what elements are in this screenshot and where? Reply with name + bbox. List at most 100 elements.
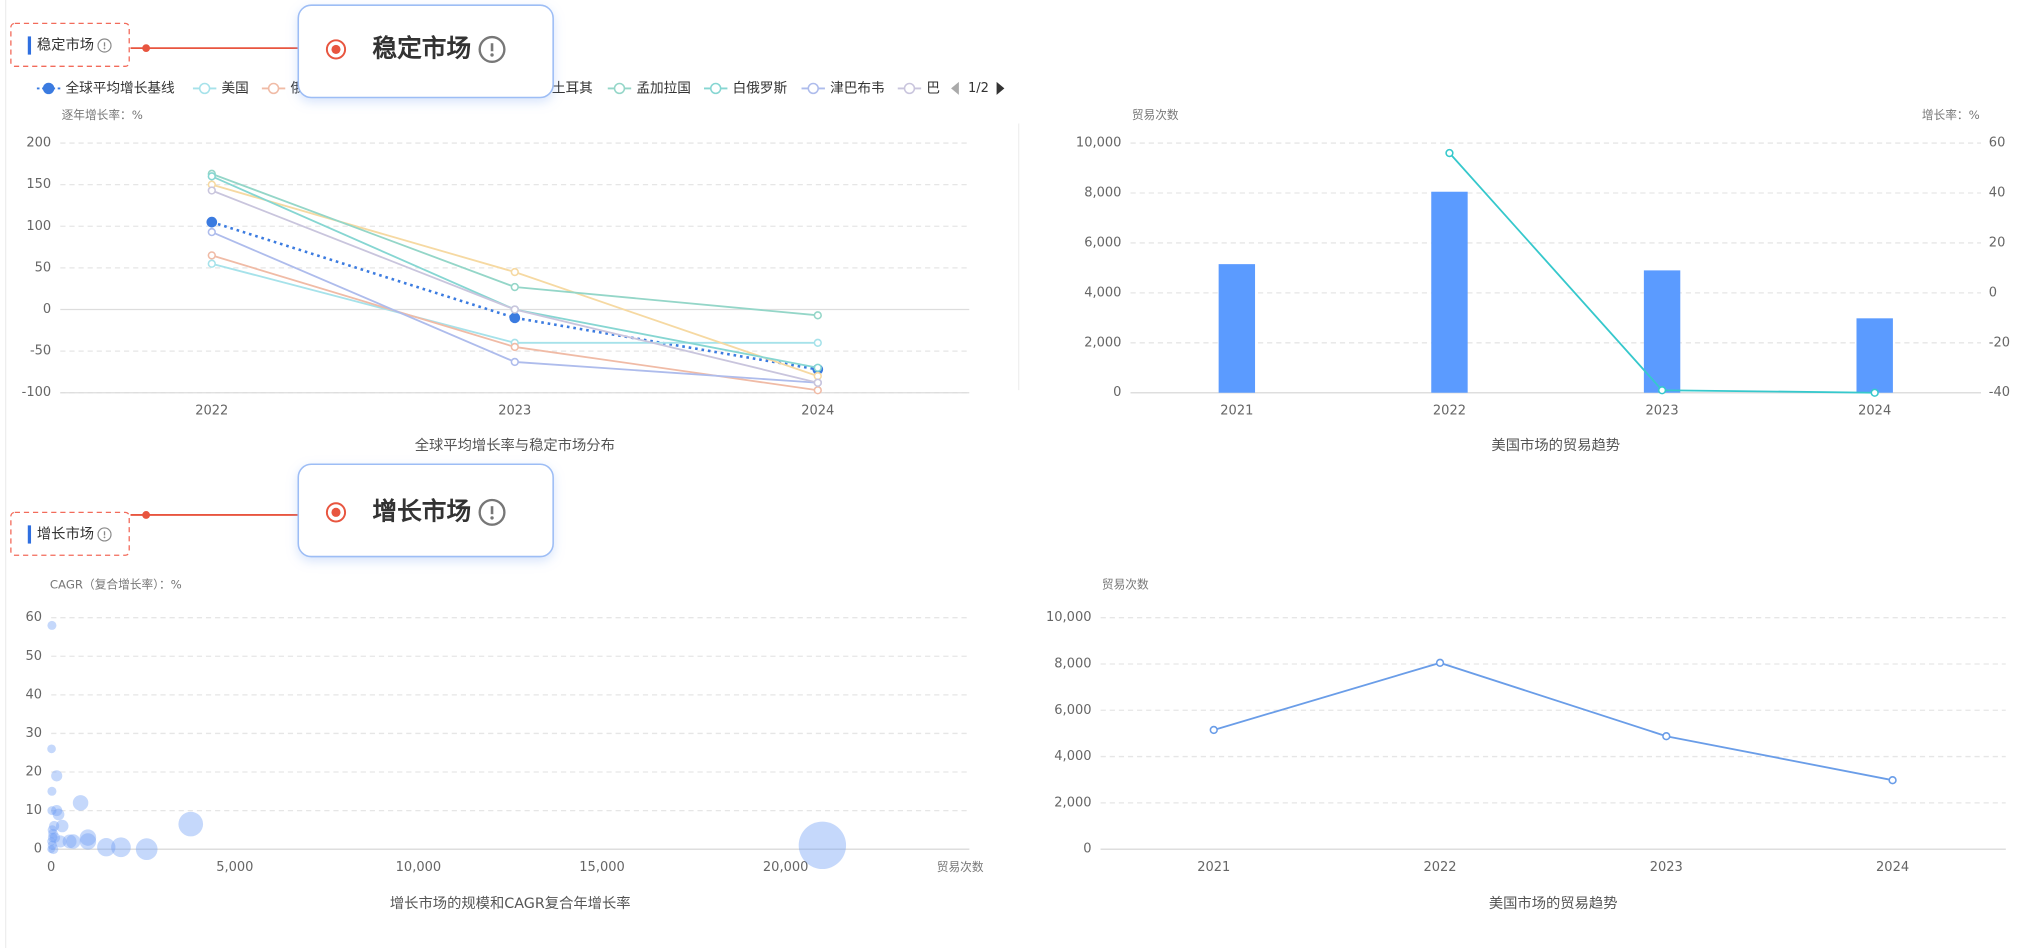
- info-icon-dot: [490, 53, 494, 57]
- y-axis-name: 贸易次数: [1132, 108, 1179, 122]
- y-tick-label: 150: [26, 177, 51, 192]
- x-tick-label: 2023: [1650, 860, 1683, 875]
- bubble: [55, 819, 69, 833]
- point: [813, 378, 822, 387]
- point: [207, 172, 216, 181]
- y2-axis-name: 增长率：%: [1922, 108, 1980, 122]
- legend-label[interactable]: 巴: [926, 80, 940, 96]
- bubble: [47, 840, 57, 850]
- y-tick-label: 4,000: [1054, 749, 1091, 764]
- legend-marker: [613, 82, 626, 95]
- bubble: [49, 832, 61, 843]
- point: [1870, 388, 1879, 397]
- point: [510, 305, 519, 314]
- point: [813, 386, 822, 395]
- bubble: [47, 837, 56, 846]
- x-tick-label: 2023: [1646, 403, 1679, 418]
- legend-label[interactable]: 白俄罗斯: [733, 80, 788, 96]
- bubble: [54, 835, 67, 848]
- y-tick-label: 100: [26, 219, 51, 234]
- y-axis-name: 贸易次数: [1102, 578, 1149, 592]
- legend-label[interactable]: 土耳其: [552, 80, 593, 96]
- x-tick-label: 5,000: [216, 860, 253, 875]
- y-tick-label: 10: [26, 803, 43, 818]
- y-tick-label: 2,000: [1084, 335, 1121, 350]
- y-tick-label: 50: [35, 260, 52, 275]
- section-title: 稳定市场: [37, 37, 94, 54]
- point: [207, 251, 216, 260]
- x-tick-label: 0: [47, 860, 55, 875]
- y2-tick-label: -20: [1989, 335, 2010, 350]
- legend-marker: [198, 82, 211, 95]
- y-tick-label: 20: [26, 765, 43, 780]
- x-tick-label: 2024: [1876, 860, 1909, 875]
- bar: [1431, 191, 1468, 393]
- y-tick-label: 10,000: [1076, 136, 1122, 151]
- section-box: [10, 511, 130, 556]
- x-tick-label: 10,000: [396, 860, 442, 875]
- legend-label[interactable]: 津巴布韦: [830, 80, 885, 96]
- legend-marker: [42, 82, 55, 95]
- point: [813, 338, 822, 347]
- legend-label[interactable]: 全球平均增长基线: [65, 79, 174, 96]
- bubble: [52, 808, 65, 821]
- point: [1435, 658, 1445, 667]
- point: [813, 363, 822, 372]
- point: [207, 186, 216, 195]
- legend-label[interactable]: 孟加拉国: [636, 80, 691, 96]
- bubble: [47, 825, 57, 835]
- y-tick-label: 8,000: [1054, 656, 1091, 671]
- y-axis-name: CAGR（复合增长率）：%: [50, 578, 182, 592]
- callout-box: [297, 463, 554, 558]
- x-tick-label: 2022: [195, 403, 228, 418]
- bubble: [51, 805, 63, 817]
- point: [509, 312, 521, 324]
- info-icon: [97, 38, 112, 53]
- y-tick-label: 2,000: [1054, 795, 1091, 810]
- x-tick-label: 2023: [498, 403, 531, 418]
- y-axis-name: 逐年增长率：%: [62, 108, 143, 122]
- y2-tick-label: 40: [1989, 185, 2006, 200]
- chart-title: 美国市场的贸易趋势: [1491, 437, 1620, 454]
- x-tick-label: 2022: [1423, 860, 1456, 875]
- bubble: [79, 833, 97, 850]
- bubble: [79, 829, 97, 846]
- section-box: [10, 22, 130, 67]
- info-icon: [478, 35, 506, 63]
- bubble: [47, 806, 57, 816]
- chart-title: 美国市场的贸易趋势: [1489, 895, 1618, 912]
- callout-target-dot: [331, 507, 341, 517]
- section-accent: [27, 36, 32, 55]
- legend-prev[interactable]: [951, 81, 959, 95]
- y-tick-label: 30: [26, 726, 43, 741]
- callout-target-dot: [331, 44, 341, 54]
- bubble: [72, 795, 89, 811]
- bubble: [47, 832, 58, 843]
- bubble: [65, 834, 81, 849]
- legend-marker: [807, 82, 819, 95]
- bubble: [47, 845, 56, 854]
- callout-box: [297, 4, 554, 99]
- legend-label[interactable]: 美国: [222, 80, 249, 96]
- point: [206, 216, 218, 228]
- bubble: [47, 744, 56, 754]
- y2-tick-label: -40: [1989, 385, 2010, 400]
- bubble: [97, 838, 116, 857]
- legend-marker: [709, 82, 722, 95]
- connector-dot: [142, 44, 151, 53]
- point: [1657, 386, 1667, 395]
- info-icon: [97, 527, 112, 542]
- legend-clip: [939, 75, 950, 102]
- point: [813, 311, 822, 320]
- y-tick-label: 50: [26, 649, 43, 664]
- point: [510, 282, 519, 292]
- legend-next[interactable]: [996, 81, 1005, 95]
- y-tick-label: 0: [1113, 385, 1121, 400]
- y-tick-label: 4,000: [1084, 285, 1121, 300]
- y-tick-label: 0: [34, 842, 42, 857]
- bubble: [48, 828, 58, 839]
- bubble: [135, 838, 158, 861]
- point: [1888, 776, 1897, 785]
- x-tick-label: 20,000: [763, 860, 809, 875]
